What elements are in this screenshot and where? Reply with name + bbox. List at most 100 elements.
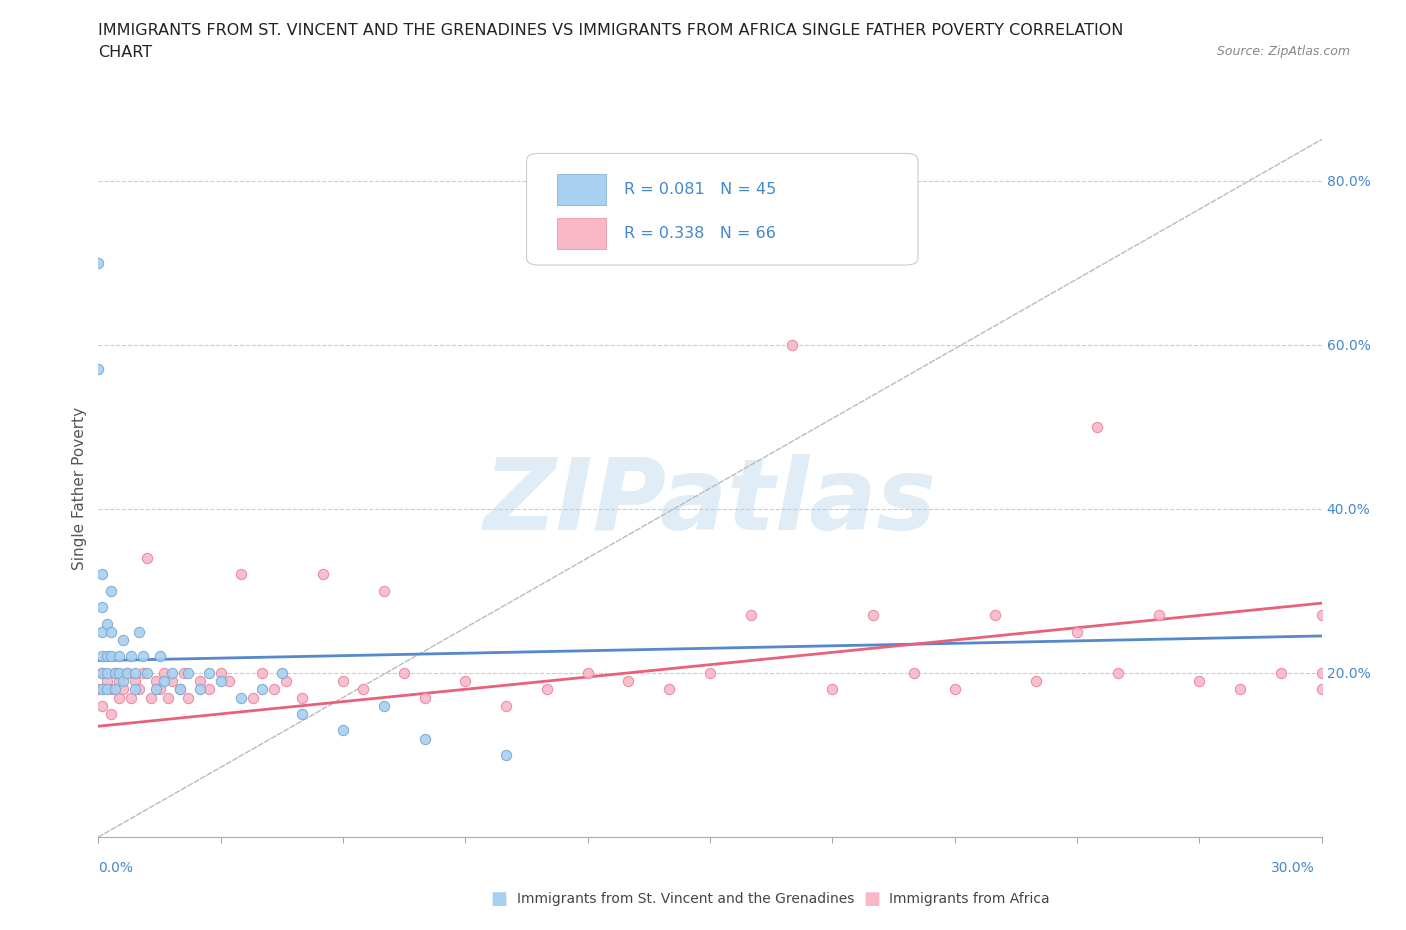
Point xyxy=(128,624,150,639)
Point xyxy=(250,666,273,681)
Text: ZIPatlas: ZIPatlas xyxy=(484,454,936,551)
Point xyxy=(104,666,127,681)
Point xyxy=(104,666,127,681)
Point xyxy=(862,608,884,623)
Point xyxy=(145,673,167,688)
Point xyxy=(91,666,114,681)
Point xyxy=(87,255,110,270)
Point xyxy=(209,673,232,688)
Point xyxy=(250,682,273,697)
Point xyxy=(188,682,212,697)
Point xyxy=(218,673,240,688)
Point xyxy=(1025,673,1047,688)
Y-axis label: Single Father Poverty: Single Father Poverty xyxy=(72,406,87,570)
Point xyxy=(454,673,477,688)
Point xyxy=(141,690,163,705)
Point xyxy=(124,682,146,697)
Point xyxy=(96,682,118,697)
Point xyxy=(96,673,118,688)
Point xyxy=(270,666,294,681)
Point xyxy=(111,673,134,688)
Point xyxy=(780,338,803,352)
Point xyxy=(96,666,118,681)
Point xyxy=(392,666,416,681)
Point xyxy=(108,666,131,681)
Point xyxy=(169,682,191,697)
Point xyxy=(152,666,174,681)
Point xyxy=(177,666,200,681)
Point xyxy=(658,682,681,697)
Point xyxy=(188,673,212,688)
Point xyxy=(87,362,110,377)
Point xyxy=(100,624,122,639)
Point xyxy=(231,690,253,705)
Point xyxy=(108,649,131,664)
Point xyxy=(91,666,114,681)
Point xyxy=(91,624,114,639)
Point xyxy=(91,600,114,615)
Point xyxy=(115,666,138,681)
Point xyxy=(111,632,134,647)
Point xyxy=(160,673,183,688)
Point xyxy=(156,690,179,705)
Point xyxy=(111,682,134,697)
Point xyxy=(124,666,146,681)
Point xyxy=(96,649,118,664)
Point xyxy=(699,666,721,681)
Point xyxy=(1188,673,1211,688)
FancyBboxPatch shape xyxy=(557,218,606,249)
Point xyxy=(1085,419,1108,434)
Text: IMMIGRANTS FROM ST. VINCENT AND THE GRENADINES VS IMMIGRANTS FROM AFRICA SINGLE : IMMIGRANTS FROM ST. VINCENT AND THE GREN… xyxy=(98,23,1123,38)
Point xyxy=(242,690,264,705)
Text: R = 0.081   N = 45: R = 0.081 N = 45 xyxy=(624,182,776,197)
Point xyxy=(536,682,558,697)
Text: 0.0%: 0.0% xyxy=(98,860,134,875)
Point xyxy=(120,690,142,705)
FancyBboxPatch shape xyxy=(526,153,918,265)
Point xyxy=(197,666,219,681)
Point xyxy=(108,690,131,705)
Point xyxy=(1270,666,1292,681)
Point xyxy=(100,649,122,664)
Point xyxy=(312,567,335,582)
FancyBboxPatch shape xyxy=(557,174,606,206)
Point xyxy=(100,583,122,598)
Point xyxy=(100,707,122,722)
Point xyxy=(1066,624,1088,639)
Point xyxy=(108,673,131,688)
Point xyxy=(495,698,517,713)
Text: Immigrants from Africa: Immigrants from Africa xyxy=(889,892,1049,907)
Point xyxy=(173,666,195,681)
Point xyxy=(91,698,114,713)
Point xyxy=(1310,608,1333,623)
Point xyxy=(274,673,297,688)
Point xyxy=(96,617,118,631)
Point xyxy=(100,682,122,697)
Point xyxy=(373,698,395,713)
Point xyxy=(128,682,150,697)
Point xyxy=(115,666,138,681)
Point xyxy=(903,666,925,681)
Point xyxy=(984,608,1007,623)
Text: R = 0.338   N = 66: R = 0.338 N = 66 xyxy=(624,226,776,241)
Point xyxy=(91,682,114,697)
Point xyxy=(231,567,253,582)
Text: CHART: CHART xyxy=(98,45,152,60)
Point xyxy=(943,682,966,697)
Point xyxy=(160,666,183,681)
Point xyxy=(413,731,436,746)
Point xyxy=(209,666,232,681)
Point xyxy=(291,707,314,722)
Point xyxy=(1310,682,1333,697)
Point xyxy=(124,673,146,688)
Point xyxy=(263,682,285,697)
Point xyxy=(332,673,354,688)
Point xyxy=(413,690,436,705)
Text: Source: ZipAtlas.com: Source: ZipAtlas.com xyxy=(1216,45,1350,58)
Point xyxy=(132,649,155,664)
Point xyxy=(352,682,374,697)
Point xyxy=(132,666,155,681)
Point xyxy=(136,551,159,565)
Point xyxy=(169,682,191,697)
Point xyxy=(152,673,174,688)
